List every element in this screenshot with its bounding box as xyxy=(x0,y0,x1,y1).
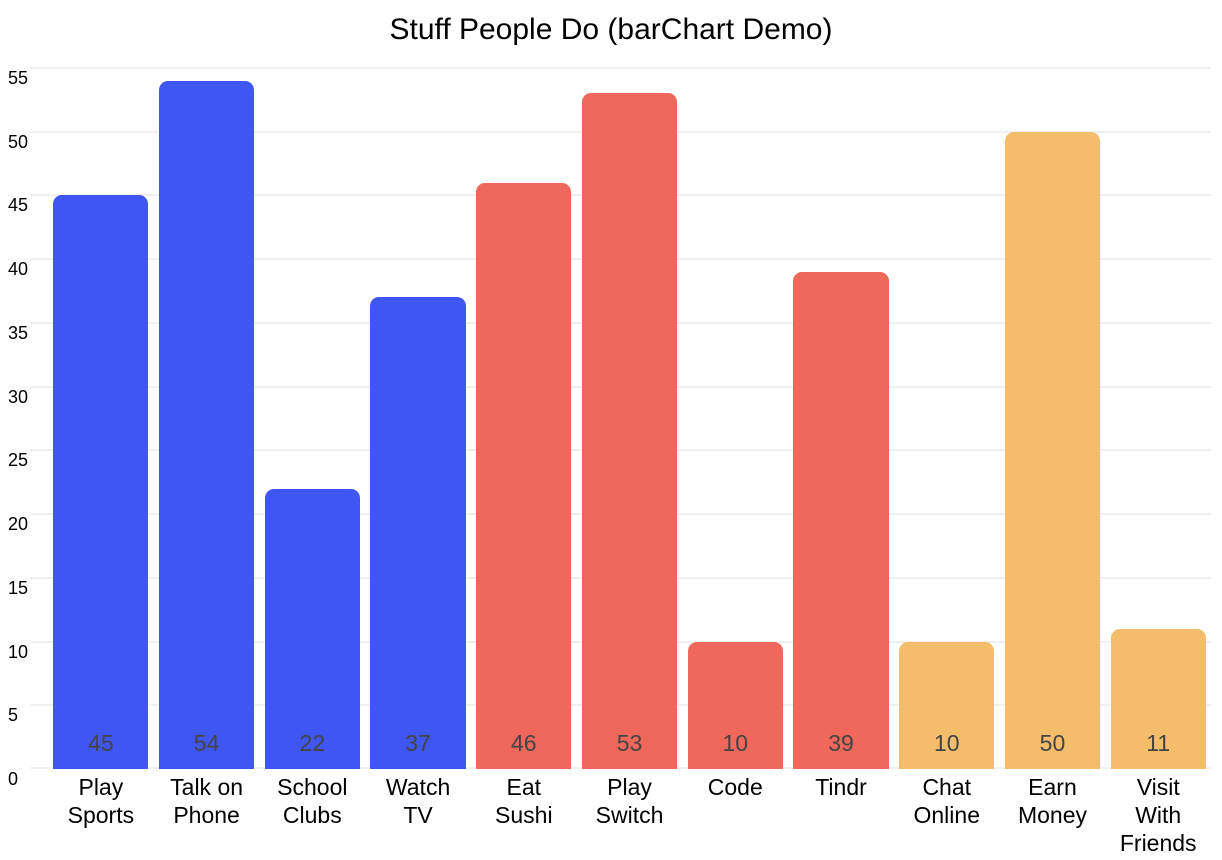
category-label-line: With xyxy=(1135,802,1182,828)
x-axis: Play Sports Talk on Phone School Clubs Watch TV… xyxy=(48,773,1211,857)
category-label-line: Talk on xyxy=(170,774,244,800)
chart-title: Stuff People Do (barChart Demo) xyxy=(389,13,833,46)
bar-value-label-chat-online: 10 xyxy=(933,730,960,756)
category-label-line: Clubs xyxy=(282,802,342,828)
y-tick-label-30: 30 xyxy=(8,387,29,407)
y-tick-label-55: 55 xyxy=(8,68,29,88)
category-label-code: Code xyxy=(682,773,788,857)
bar-visit-with-friends[interactable]: 11 xyxy=(1110,629,1206,769)
category-label-line: Online xyxy=(913,802,980,828)
category-label-line: Sushi xyxy=(495,802,553,828)
bar-value-label-watch-tv: 37 xyxy=(405,730,431,756)
bar-slot-chat-online: 10 xyxy=(894,68,1000,769)
bar-school-clubs[interactable]: 22 xyxy=(264,489,360,769)
bar-slot-play-sports: 45 xyxy=(48,68,154,769)
bar-slot-code: 10 xyxy=(682,68,788,769)
category-label-line: Play xyxy=(607,774,652,800)
category-label-line: Phone xyxy=(173,802,240,828)
category-label-play-sports: Play Sports xyxy=(48,773,154,857)
bar-value-label-play-switch: 53 xyxy=(616,730,643,756)
y-tick-label-50: 50 xyxy=(8,132,29,152)
category-label-eat-sushi: Eat Sushi xyxy=(471,773,577,857)
bar-value-label-talk-on-phone: 54 xyxy=(193,730,220,756)
y-tick-label-20: 20 xyxy=(8,514,29,534)
category-label-line: TV xyxy=(403,802,433,828)
y-tick-label-0: 0 xyxy=(8,769,19,789)
category-label-watch-tv: Watch TV xyxy=(365,773,471,857)
bar-code[interactable]: 10 xyxy=(687,642,783,769)
bar-value-label-play-sports: 45 xyxy=(88,730,114,756)
category-label-line: Friends xyxy=(1119,830,1197,856)
bar-slot-school-clubs: 22 xyxy=(259,68,365,769)
bar-tindr[interactable]: 39 xyxy=(793,272,889,769)
bar-value-label-earn-money: 50 xyxy=(1039,730,1066,756)
category-label-line: Eat xyxy=(506,774,542,800)
y-tick-label-45: 45 xyxy=(8,195,29,215)
bar-value-label-eat-sushi: 46 xyxy=(511,730,537,756)
gridline-55 xyxy=(30,67,1211,69)
bar-value-label-code: 10 xyxy=(722,730,749,756)
y-tick-label-40: 40 xyxy=(8,259,29,279)
bar-eat-sushi[interactable]: 46 xyxy=(476,183,572,769)
category-label-line: Watch xyxy=(385,774,451,800)
category-label-line: Switch xyxy=(595,802,664,828)
category-label-school-clubs: School Clubs xyxy=(259,773,365,857)
bar-talk-on-phone[interactable]: 54 xyxy=(159,81,255,769)
bar-slot-visit-with-friends: 11 xyxy=(1105,68,1211,769)
category-label-line: Visit xyxy=(1136,774,1180,800)
bar-watch-tv[interactable]: 37 xyxy=(370,297,466,769)
bar-slot-tindr: 39 xyxy=(788,68,894,769)
y-tick-label-10: 10 xyxy=(8,642,29,662)
bar-slot-talk-on-phone: 54 xyxy=(154,68,260,769)
bars-row: 45 54 22 37 46 53 10 39 10 50 11 xyxy=(48,68,1211,769)
category-label-line: School xyxy=(277,774,348,800)
y-tick-label-25: 25 xyxy=(8,450,29,470)
bar-play-sports[interactable]: 45 xyxy=(53,195,149,769)
category-label-line: Money xyxy=(1017,802,1087,828)
bar-value-label-tindr: 39 xyxy=(828,730,854,756)
bar-play-switch[interactable]: 53 xyxy=(581,93,678,769)
category-label-line: Chat xyxy=(922,774,972,800)
category-label-line: Tindr xyxy=(815,774,867,800)
bar-value-label-visit-with-friends: 11 xyxy=(1146,730,1171,756)
bar-value-label-school-clubs: 22 xyxy=(299,730,326,756)
bar-slot-play-switch: 53 xyxy=(577,68,683,769)
plot-area: 45 54 22 37 46 53 10 39 10 50 11 xyxy=(30,67,1211,769)
category-label-line: Sports xyxy=(67,802,135,828)
y-tick-label-15: 15 xyxy=(8,578,29,598)
y-tick-label-5: 5 xyxy=(8,705,19,725)
category-label-talk-on-phone: Talk on Phone xyxy=(154,773,260,857)
bar-slot-eat-sushi: 46 xyxy=(471,68,577,769)
category-label-play-switch: Play Switch xyxy=(577,773,683,857)
category-label-tindr: Tindr xyxy=(788,773,894,857)
category-label-chat-online: Chat Online xyxy=(894,773,1000,857)
category-label-line: Code xyxy=(707,774,763,800)
bar-slot-watch-tv: 37 xyxy=(365,68,471,769)
category-label-visit-with-friends: Visit With Friends xyxy=(1105,773,1211,857)
bar-slot-earn-money: 50 xyxy=(1000,68,1106,769)
category-label-earn-money: Earn Money xyxy=(1000,773,1106,857)
bar-earn-money[interactable]: 50 xyxy=(1004,132,1101,769)
y-tick-label-35: 35 xyxy=(8,323,29,343)
category-label-line: Earn xyxy=(1028,774,1077,800)
category-label-line: Play xyxy=(78,774,124,800)
bar-chat-online[interactable]: 10 xyxy=(899,642,995,769)
